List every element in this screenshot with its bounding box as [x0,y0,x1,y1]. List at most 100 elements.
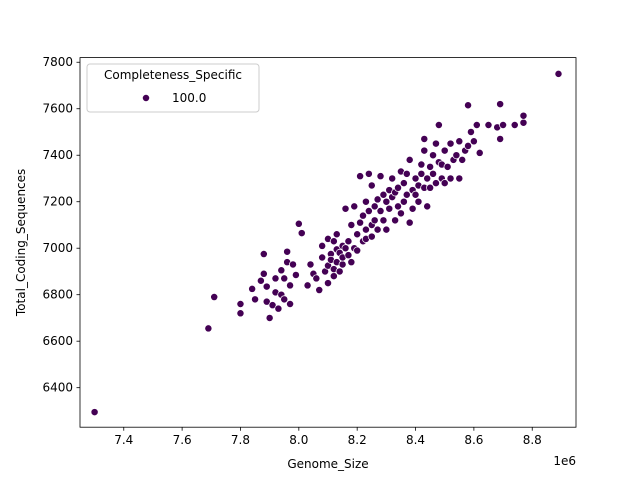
data-point [370,202,379,211]
data-point [367,181,376,190]
data-point [274,304,283,313]
data-point [396,209,405,218]
x-tick-label: 7.4 [114,433,133,447]
data-point [446,174,455,183]
data-point [411,190,420,199]
data-point [429,169,437,178]
data-point [341,204,350,213]
legend-marker [142,94,150,102]
data-point [353,246,362,255]
data-point [256,276,265,285]
data-point [399,179,408,188]
data-point [318,253,327,262]
data-point [423,174,432,183]
data-point [426,183,435,192]
data-point [434,121,443,129]
data-point [324,279,332,288]
data-point [90,408,99,417]
data-point [440,179,449,188]
data-point [408,204,417,213]
data-point [259,250,268,258]
data-point [268,301,277,310]
data-point [402,190,411,199]
data-point [499,121,508,129]
data-point [458,155,467,164]
x-axis-offset-label: 1e6 [553,454,576,468]
data-point [443,162,452,171]
data-point [464,101,472,110]
data-point [417,169,426,178]
data-point [519,118,528,127]
legend-box [86,63,260,113]
data-point [248,284,257,293]
data-point [414,197,423,206]
data-point [236,309,245,318]
data-point [353,230,362,239]
data-point [405,218,414,227]
data-point [391,216,400,225]
x-tick-label: 8.0 [289,433,308,447]
data-point [420,146,429,155]
y-tick-label: 7000 [42,241,73,255]
x-tick-label: 8.2 [348,433,367,447]
data-point [204,324,213,333]
data-point [402,169,411,178]
y-tick-label: 6800 [42,288,73,302]
data-point [350,202,359,211]
data-point [356,172,365,181]
data-point [361,225,370,234]
data-point [367,232,376,241]
data-point [277,266,286,275]
data-point [472,121,481,129]
data-point [394,202,402,211]
data-point [341,244,350,253]
data-point [373,195,382,204]
data-point [452,151,461,160]
data-point [280,295,289,304]
y-tick-label: 7800 [42,55,73,69]
data-point [347,258,356,267]
data-point [364,207,373,215]
data-point [251,295,260,304]
data-point [388,174,397,183]
x-tick-label: 8.4 [406,433,425,447]
data-point [379,190,388,199]
plot-frame [79,57,577,428]
data-point [373,225,382,234]
data-point [385,204,394,213]
data-point [329,237,338,246]
x-tick-label: 8.6 [464,433,483,447]
data-point [265,314,274,322]
data-point [286,281,295,290]
data-point [455,137,464,146]
data-point [262,282,271,291]
data-point [289,260,297,269]
data-point [344,251,353,260]
data-point [554,69,563,78]
data-point [236,300,245,308]
data-point [291,270,300,279]
data-point [376,207,385,215]
legend-title: Completeness_Specific [104,68,242,82]
y-tick-label: 7400 [42,148,73,162]
data-point [344,237,353,246]
x-axis-label: Genome_Size [287,457,368,471]
data-point [347,221,356,229]
data-point [286,300,295,308]
data-point [420,135,429,143]
data-point [283,247,292,256]
data-point [303,281,312,290]
data-point [361,197,370,206]
x-tick-label: 7.6 [173,433,192,447]
legend-entry-label: 100.0 [172,91,206,105]
data-point [519,111,528,120]
data-point [335,267,344,276]
y-tick-label: 6400 [42,381,73,395]
data-point [294,219,303,228]
data-point [394,183,402,192]
x-axis-ticks: 7.4 7.6 7.8 8.0 8.2 8.4 8.6 8.8 [114,427,542,447]
x-tick-label: 8.8 [523,433,542,447]
data-point [359,211,367,220]
y-axis-ticks: 6400 6600 6800 7000 7200 7400 7600 7800 [42,55,80,395]
